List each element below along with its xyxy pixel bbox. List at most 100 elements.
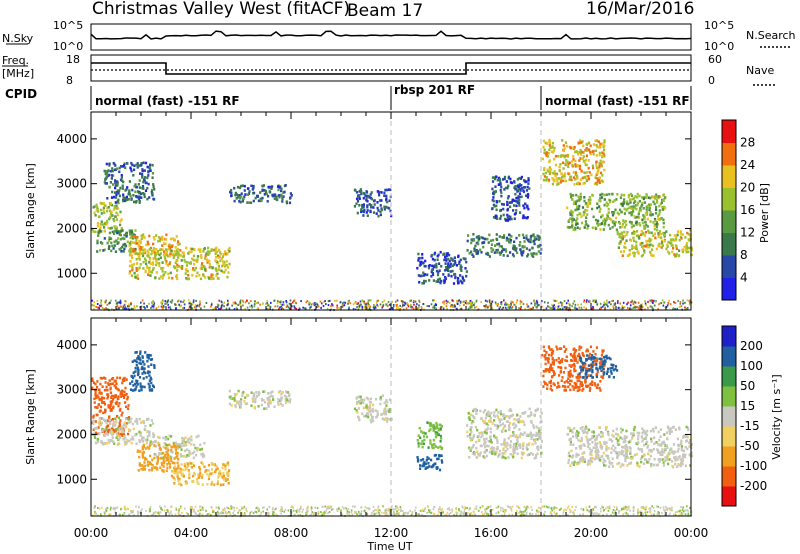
data-cell (417, 442, 420, 445)
data-cell (246, 393, 249, 397)
data-cell (444, 262, 447, 265)
ground-scatter-cell (360, 303, 362, 306)
data-cell (107, 247, 110, 250)
data-cell (108, 379, 111, 382)
data-cell (517, 185, 520, 189)
data-cell (187, 273, 190, 277)
ground-scatter-cell (289, 299, 292, 302)
ground-scatter-cell (486, 306, 489, 309)
data-cell (138, 440, 142, 444)
data-cell (495, 408, 498, 412)
data-cell (516, 440, 519, 444)
data-cell (116, 180, 119, 183)
data-cell (116, 201, 119, 204)
data-cell (178, 253, 181, 257)
data-cell (280, 398, 283, 402)
data-cell (480, 444, 483, 448)
ground-scatter-cell (489, 301, 492, 304)
data-cell (376, 201, 379, 204)
data-cell (594, 176, 597, 179)
ground-scatter-cell (392, 307, 394, 310)
data-cell (638, 237, 641, 240)
ground-scatter-cell (432, 306, 434, 309)
ground-scatter-cell (282, 303, 285, 306)
data-cell (537, 427, 540, 430)
data-cell (177, 479, 180, 483)
data-cell (170, 450, 173, 454)
data-cell (362, 209, 365, 213)
ground-scatter-cell (259, 303, 261, 306)
y-tick-label: 3000 (56, 177, 87, 191)
data-cell (565, 379, 568, 383)
data-cell (142, 468, 145, 471)
data-cell (559, 155, 562, 158)
data-cell (656, 228, 659, 232)
data-cell (450, 262, 453, 266)
data-cell (600, 179, 604, 183)
data-cell (528, 442, 531, 445)
data-cell (226, 473, 229, 476)
data-cell (620, 236, 623, 239)
data-cell (138, 179, 141, 182)
data-cell (137, 245, 140, 248)
data-cell (213, 463, 216, 466)
data-cell (147, 460, 150, 464)
data-cell (587, 141, 590, 145)
data-cell (503, 175, 507, 179)
data-cell (233, 186, 236, 190)
data-cell (178, 445, 182, 449)
data-cell (554, 154, 557, 158)
data-cell (477, 235, 480, 238)
data-cell (608, 217, 611, 220)
data-cell (152, 197, 155, 201)
data-cell (95, 396, 98, 400)
data-cell (586, 204, 590, 207)
data-cell (176, 471, 179, 474)
data-cell (370, 420, 373, 424)
data-cell (577, 386, 580, 389)
data-cell (94, 230, 97, 234)
data-cell (623, 225, 626, 229)
data-cell (377, 214, 380, 218)
data-cell (593, 182, 596, 186)
data-cell (95, 426, 98, 430)
data-cell (657, 244, 660, 247)
data-cell (630, 221, 633, 224)
data-cell (123, 434, 126, 438)
data-cell (182, 253, 186, 256)
ground-scatter-cell (512, 301, 515, 304)
data-cell (285, 395, 288, 399)
data-cell (362, 203, 365, 206)
data-cell (157, 453, 161, 456)
data-cell (640, 230, 643, 233)
ground-scatter-cell (128, 308, 130, 311)
data-cell (524, 202, 527, 206)
data-cell (523, 431, 526, 434)
freq-label-line2: [MHz] (2, 67, 34, 80)
data-cell (214, 249, 217, 253)
ground-scatter-cell (452, 305, 454, 308)
data-cell (519, 433, 522, 437)
data-cell (449, 270, 452, 273)
ground-scatter-cell (377, 299, 379, 302)
ground-scatter-cell (342, 301, 345, 304)
data-cell (225, 462, 229, 466)
data-cell (497, 183, 500, 186)
data-cell (493, 434, 496, 438)
data-cell (445, 259, 448, 262)
data-cell (152, 263, 155, 266)
data-cell (197, 476, 200, 479)
data-cell (110, 210, 113, 214)
data-cell (495, 437, 498, 440)
data-cell (475, 440, 478, 444)
ground-scatter-cell (373, 308, 376, 311)
ground-scatter-cell (103, 300, 106, 303)
data-cell (150, 388, 153, 392)
data-cell (182, 437, 185, 441)
data-cell (436, 457, 439, 461)
data-cell (473, 408, 476, 411)
data-cell (198, 274, 201, 277)
data-cell (202, 274, 205, 277)
data-cell (592, 143, 595, 146)
ground-scatter-cell (554, 299, 556, 302)
